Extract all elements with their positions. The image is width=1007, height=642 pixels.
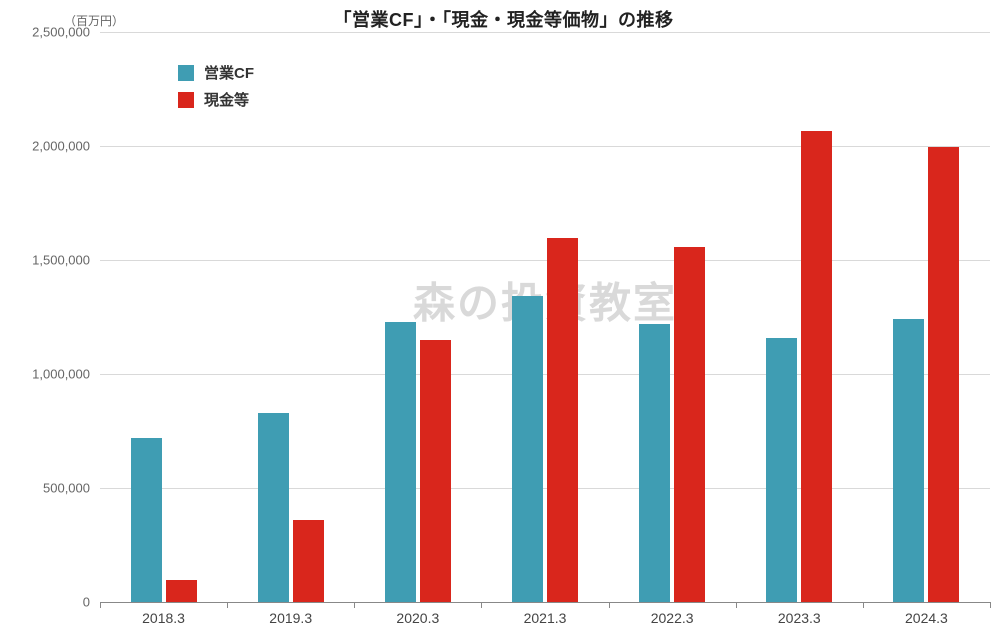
y-tick-label: 1,000,000 <box>32 367 100 382</box>
grid-line <box>100 488 990 489</box>
legend-label: 営業CF <box>204 62 254 83</box>
grid-line <box>100 146 990 147</box>
bar-営業CF <box>131 438 162 602</box>
grid-line <box>100 374 990 375</box>
bar-営業CF <box>258 413 289 602</box>
y-tick-label: 2,000,000 <box>32 139 100 154</box>
bar-現金等 <box>928 147 959 602</box>
plot-area: 森の投資教室 0500,0001,000,0001,500,0002,000,0… <box>100 32 990 603</box>
x-tick-mark <box>354 602 355 608</box>
legend-item: 営業CF <box>178 62 254 83</box>
grid-line <box>100 260 990 261</box>
bar-営業CF <box>639 324 670 602</box>
x-tick-mark <box>990 602 991 608</box>
y-tick-label: 0 <box>83 595 100 610</box>
y-tick-label: 2,500,000 <box>32 25 100 40</box>
legend-item: 現金等 <box>178 89 254 110</box>
chart-container: 「営業CF」・「現金・現金等価物」の推移 （百万円） 森の投資教室 0500,0… <box>0 0 1007 642</box>
bar-現金等 <box>166 580 197 602</box>
grid-line <box>100 32 990 33</box>
x-tick-label: 2023.3 <box>778 602 821 626</box>
bar-営業CF <box>385 322 416 602</box>
bar-営業CF <box>766 338 797 602</box>
x-tick-mark <box>100 602 101 608</box>
chart-title: 「営業CF」・「現金・現金等価物」の推移 <box>0 6 1007 32</box>
bar-現金等 <box>293 520 324 602</box>
x-tick-mark <box>609 602 610 608</box>
legend-label: 現金等 <box>204 89 249 110</box>
x-tick-label: 2022.3 <box>651 602 694 626</box>
x-tick-label: 2021.3 <box>524 602 567 626</box>
y-tick-label: 500,000 <box>43 481 100 496</box>
y-tick-label: 1,500,000 <box>32 253 100 268</box>
x-tick-label: 2019.3 <box>269 602 312 626</box>
x-tick-mark <box>736 602 737 608</box>
legend: 営業CF 現金等 <box>178 62 254 116</box>
bar-営業CF <box>893 319 924 602</box>
watermark-text: 森の投資教室 <box>413 269 677 330</box>
x-tick-mark <box>227 602 228 608</box>
legend-swatch <box>178 65 194 81</box>
bar-現金等 <box>420 340 451 602</box>
bar-現金等 <box>547 238 578 602</box>
x-tick-label: 2020.3 <box>396 602 439 626</box>
bar-現金等 <box>674 247 705 602</box>
x-tick-mark <box>481 602 482 608</box>
bar-営業CF <box>512 296 543 602</box>
x-tick-mark <box>863 602 864 608</box>
x-tick-label: 2024.3 <box>905 602 948 626</box>
legend-swatch <box>178 92 194 108</box>
x-tick-label: 2018.3 <box>142 602 185 626</box>
bar-現金等 <box>801 131 832 602</box>
